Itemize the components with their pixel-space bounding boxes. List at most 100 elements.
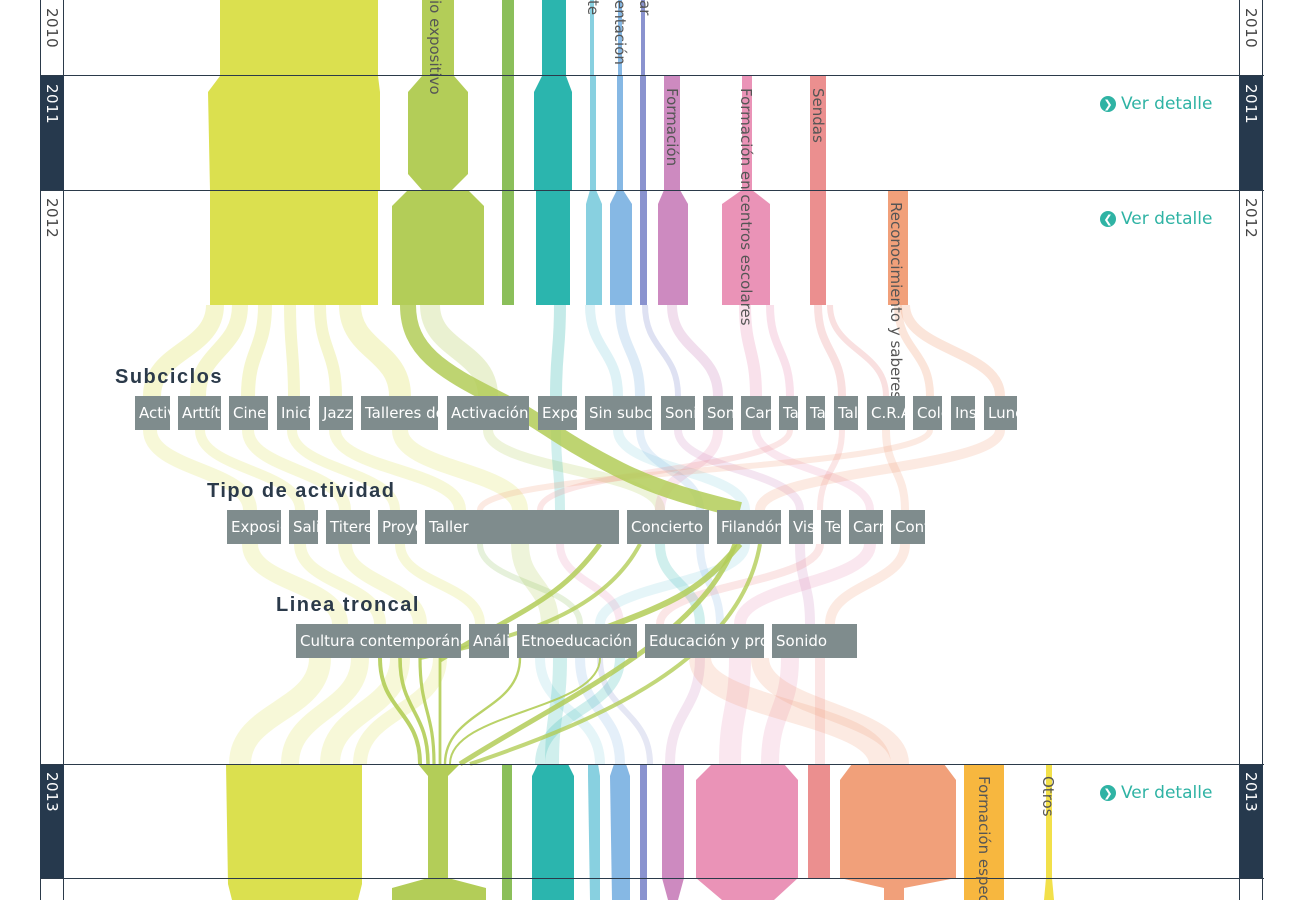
category-label-sendas: Sendas [809, 88, 827, 143]
flow-ribbon [395, 543, 485, 625]
flow-ribbon [511, 543, 559, 625]
subciclo-chip[interactable]: Taller [779, 396, 798, 430]
tipo-actividad-chip[interactable]: Carrera [849, 510, 883, 544]
flow-highlight [398, 657, 430, 765]
category-bar-2012 [610, 190, 632, 305]
ver-detalle-2012-link[interactable]: ❮ Ver detalle [1100, 209, 1212, 229]
year-divider [40, 878, 1264, 879]
linea-troncal-chip[interactable]: Análisis [469, 624, 509, 658]
flow-ribbon [545, 657, 567, 765]
tipo-actividad-chip[interactable]: Taller [425, 510, 619, 544]
category-label-te: te [584, 0, 602, 16]
subciclo-chip[interactable]: Taller [806, 396, 825, 430]
category-bar-2012 [392, 190, 484, 305]
subciclo-chip[interactable]: Sonoras [703, 396, 733, 430]
category-bar-2011 [664, 76, 680, 190]
tipo-actividad-chip[interactable]: Titeres [326, 510, 370, 544]
subciclo-chip[interactable]: Colegios [913, 396, 942, 430]
tipo-actividad-chip[interactable]: Proyección [378, 510, 417, 544]
category-bar-2010 [220, 0, 378, 76]
category-bar-2013 [588, 764, 600, 900]
linea-troncal-chip[interactable]: Cultura contemporánea [296, 624, 461, 658]
category-label-formacion-centros: Formación en centros escolares [737, 88, 755, 326]
flow-ribbon [814, 304, 846, 397]
year-divider [40, 75, 1264, 76]
section-title-subciclos: Subciclos [115, 366, 223, 388]
category-label-reconocimiento: Reconocimiento y saberes [887, 202, 905, 400]
category-bar-2010 [641, 0, 645, 76]
subciclo-chip[interactable]: Sin subciclo [585, 396, 652, 430]
category-bar-2010 [590, 0, 594, 76]
linea-troncal-chip[interactable]: Educación y programas [645, 624, 764, 658]
subciclo-chip[interactable]: Sonido [661, 396, 695, 430]
subciclo-chip[interactable]: Iniciación [277, 396, 310, 430]
category-bar-2011 [408, 76, 468, 190]
tipo-actividad-chip[interactable]: Filandón [717, 510, 781, 544]
flow-ribbon [314, 304, 342, 397]
category-bar-2011 [742, 76, 752, 190]
flow-ribbon [655, 543, 705, 625]
flow-ribbon [338, 543, 427, 625]
category-bar-2013 [1044, 764, 1054, 900]
flow-highlight [418, 657, 436, 765]
ver-detalle-2013-link[interactable]: ❯ Ver detalle [1100, 783, 1212, 803]
subciclo-chip[interactable]: Actividades [135, 396, 170, 430]
flow-ribbon [656, 543, 824, 625]
tipo-actividad-chip[interactable]: Exposición [227, 510, 281, 544]
category-label-espacio-expositivo: io expositivo [426, 0, 444, 95]
flow-ribbon [483, 428, 665, 512]
category-bar-2011 [590, 76, 596, 190]
flow-ribbon [689, 655, 891, 767]
category-bar-2013 [640, 764, 647, 900]
subciclo-chip[interactable]: Talleres [834, 396, 858, 430]
subciclo-chip[interactable]: Talleres de [361, 396, 438, 430]
flow-ribbon [739, 304, 762, 397]
ver-detalle-2011-link[interactable]: ❯ Ver detalle [1100, 94, 1212, 114]
category-bar-2010 [502, 0, 514, 76]
category-bar-2011 [502, 76, 514, 190]
subciclo-chip[interactable]: Lunes [984, 396, 1017, 430]
subciclo-chip[interactable]: Exposiciones [538, 396, 577, 430]
year-column-right-2013: 2013 [1239, 764, 1263, 878]
category-bar-2012 [536, 190, 570, 305]
category-label-ar: ar [636, 0, 654, 16]
subciclo-chip[interactable]: Cartografías [741, 396, 771, 430]
category-bar-2012 [658, 190, 688, 305]
subciclo-chip[interactable]: Cine [229, 396, 268, 430]
category-bar-2013 [840, 764, 956, 900]
subciclo-chip[interactable]: Instituciones [951, 396, 975, 430]
category-bar-2011 [208, 76, 380, 190]
year-column-left-2012: 2012 [40, 190, 64, 764]
flow-ribbon [392, 428, 528, 512]
year-column-right-2011: 2011 [1239, 76, 1263, 190]
section-title-tipo-actividad: Tipo de actividad [207, 480, 396, 502]
subciclo-chip[interactable]: Arttítere [178, 396, 221, 430]
subciclo-chip[interactable]: C.R.A. [867, 396, 905, 430]
flow-ribbon [597, 657, 653, 765]
flow-highlight [443, 657, 522, 765]
year-divider [40, 764, 1264, 765]
tipo-actividad-chip[interactable]: Salida [289, 510, 318, 544]
flow-ribbon [696, 543, 724, 625]
category-bar-2013 [696, 764, 798, 900]
year-divider [40, 190, 1264, 191]
year-column-right-2012: 2012 [1239, 190, 1263, 764]
category-bar-2013 [226, 764, 362, 900]
flow-ribbon [320, 657, 410, 765]
subciclo-chip[interactable]: Activación de [447, 396, 529, 430]
tipo-actividad-chip[interactable]: Conferencia [891, 510, 925, 544]
linea-troncal-chip[interactable]: Etnoeducación [517, 624, 637, 658]
tipo-actividad-chip[interactable]: Visita [789, 510, 813, 544]
linea-troncal-chip[interactable]: Sonido [772, 624, 857, 658]
category-bar-2012 [810, 190, 826, 305]
category-bar-2012 [210, 190, 378, 305]
flow-ribbon [755, 428, 1005, 512]
subciclo-chip[interactable]: Jazz [319, 396, 353, 430]
flow-ribbon [420, 304, 498, 397]
chevron-right-icon: ❯ [1100, 785, 1116, 801]
tipo-actividad-chip[interactable]: Tertulia [821, 510, 841, 544]
tipo-actividad-chip[interactable]: Concierto [627, 510, 709, 544]
chevron-down-icon: ❮ [1100, 211, 1116, 227]
category-bar-2012 [640, 190, 647, 305]
flow-ribbon [143, 428, 257, 512]
